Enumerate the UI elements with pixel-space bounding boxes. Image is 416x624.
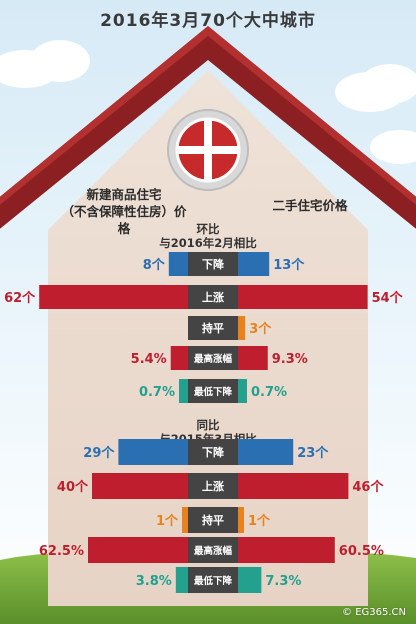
value-label-new-housing: 40个 (57, 479, 89, 495)
mom-heading: 环比 与2016年2月相比 (138, 222, 278, 250)
bar-second-hand (238, 439, 294, 465)
value-label-new-housing: 1个 (156, 513, 179, 529)
value-label-second-hand: 60.5% (339, 544, 384, 559)
value-label-second-hand: 7.3% (265, 574, 301, 589)
value-label-second-hand: 3个 (249, 321, 272, 337)
new-housing-header: 新建商品住宅 （不含保障性住房）价格 (58, 186, 190, 237)
value-label-new-housing: 62个 (4, 290, 36, 306)
category-label-box (188, 537, 238, 563)
value-label-new-housing: 5.4% (131, 352, 167, 367)
category-label-box (188, 567, 238, 593)
value-label-new-housing: 0.7% (139, 385, 175, 400)
value-label-second-hand: 9.3% (272, 352, 308, 367)
value-label-second-hand: 13个 (273, 257, 305, 273)
category-label-box (188, 379, 238, 403)
category-label-box (188, 507, 238, 533)
page-title: 2016年3月70个大中城市 (100, 11, 316, 31)
bar-new-housing (168, 252, 188, 276)
bar-second-hand (238, 346, 268, 370)
bar-second-hand (238, 473, 349, 499)
bar-second-hand (238, 379, 247, 403)
new-housing-title: 新建商品住宅 (86, 187, 162, 202)
category-label: 下降 (202, 257, 225, 271)
bar-new-housing (39, 285, 189, 309)
second-hand-header: 二手住宅价格 (272, 198, 348, 213)
mom-subtitle: 与2016年2月相比 (159, 236, 257, 250)
category-label: 最低下降 (194, 575, 233, 587)
category-label: 持平 (202, 321, 224, 335)
category-label: 最高涨幅 (194, 545, 233, 557)
value-label-new-housing: 3.8% (136, 574, 172, 589)
mom-title: 环比 (196, 222, 220, 236)
bar-second-hand (238, 285, 368, 309)
value-label-new-housing: 29个 (83, 445, 115, 461)
value-label-second-hand: 0.7% (251, 385, 287, 400)
category-label-box (188, 285, 238, 309)
bar-second-hand (238, 252, 270, 276)
bar-new-housing (92, 473, 188, 499)
cloud (30, 40, 90, 82)
new-housing-subtitle: （不含保障性住房）价格 (61, 204, 187, 236)
category-label: 上涨 (202, 479, 224, 493)
category-label: 上涨 (202, 290, 224, 304)
value-label-second-hand: 1个 (248, 513, 271, 529)
watermark: © EG365.CN (342, 607, 406, 618)
bar-new-housing (170, 346, 188, 370)
category-label-box (188, 439, 238, 465)
bar-second-hand (238, 567, 262, 593)
cloud (370, 130, 416, 164)
bar-new-housing (175, 567, 188, 593)
value-label-second-hand: 46个 (352, 479, 384, 495)
category-label: 最高涨幅 (194, 353, 233, 365)
bar-new-housing (88, 537, 188, 563)
category-label-box (188, 316, 238, 340)
cloud (360, 64, 416, 104)
category-label: 最低下降 (194, 386, 233, 398)
category-label-box (188, 252, 238, 276)
category-label-box (188, 473, 238, 499)
category-label: 下降 (202, 445, 225, 459)
value-label-new-housing: 62.5% (39, 544, 84, 559)
yoy-title: 同比 (196, 418, 220, 432)
value-label-new-housing: 8个 (143, 257, 166, 273)
bar-new-housing (118, 439, 188, 465)
category-label-box (188, 346, 238, 370)
bar-new-housing (182, 507, 188, 533)
bar-second-hand (238, 507, 244, 533)
bar-second-hand (238, 537, 335, 563)
value-label-second-hand: 54个 (372, 290, 404, 306)
category-label: 持平 (202, 513, 224, 527)
bar-new-housing (179, 379, 188, 403)
value-label-second-hand: 23个 (297, 445, 329, 461)
round-window (167, 109, 249, 191)
bar-second-hand (238, 316, 246, 340)
